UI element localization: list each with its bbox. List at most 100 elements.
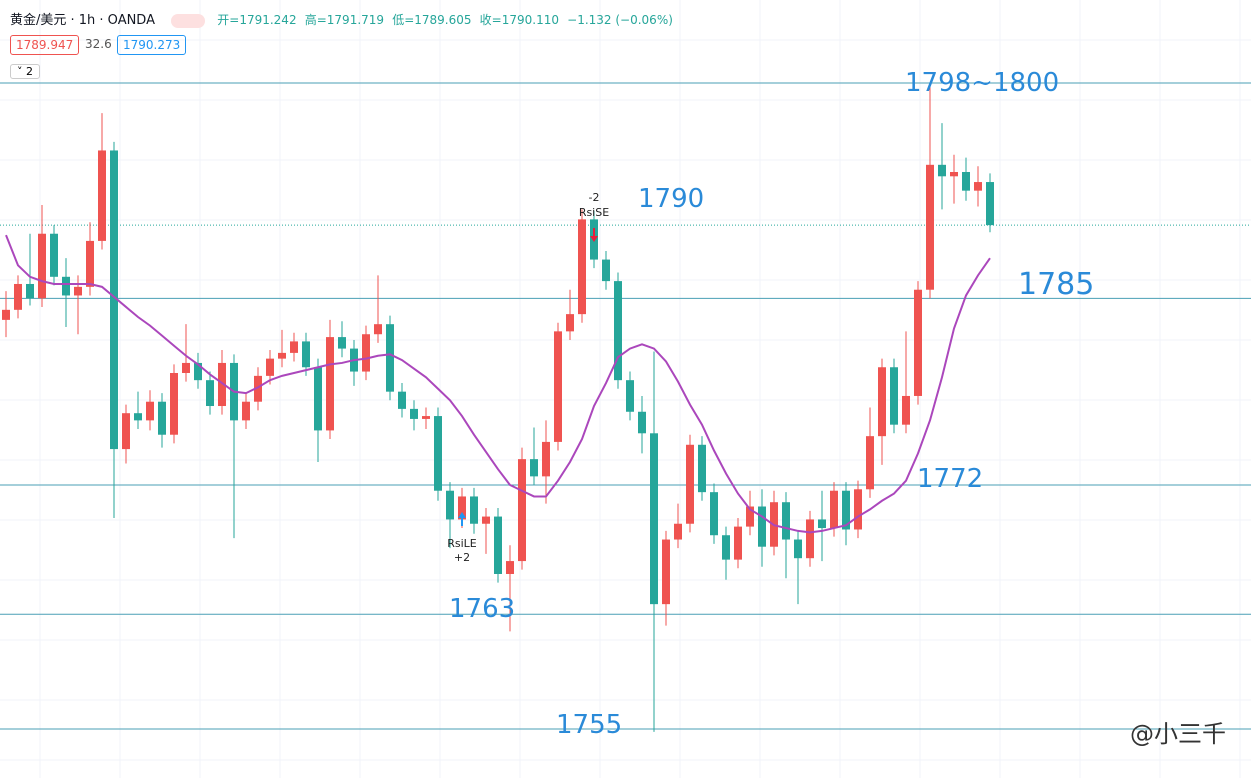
candle-body — [302, 341, 310, 368]
candle-body — [842, 490, 850, 530]
symbol: 黄金/美元 · 1h · OANDA — [10, 13, 155, 28]
candle-body — [242, 401, 250, 421]
candle-body — [182, 362, 190, 373]
candle-body — [50, 233, 58, 277]
candle-body — [434, 416, 442, 491]
spread: 32.6 — [85, 37, 112, 51]
candle-body — [338, 337, 346, 349]
status-pill[interactable] — [171, 13, 206, 28]
candle-body — [662, 539, 670, 605]
candle-body — [386, 324, 394, 392]
candle-body — [926, 164, 934, 290]
signal-label: RsiLE — [447, 537, 477, 550]
candle-body — [254, 375, 262, 402]
moving-average — [5, 234, 991, 534]
collapse-count: 2 — [26, 65, 33, 78]
candle-body — [14, 283, 22, 310]
candle-body — [158, 401, 166, 435]
candle-body — [818, 519, 826, 529]
candle-body — [530, 459, 538, 477]
candle-body — [2, 309, 10, 320]
candle-body — [722, 535, 730, 560]
ask[interactable]: 1790.273 — [117, 35, 187, 55]
candle-body — [854, 489, 862, 530]
candle-body — [422, 416, 430, 419]
level-annotation: 1755 — [556, 710, 622, 740]
candle-body — [362, 334, 370, 372]
candle-body — [326, 337, 334, 431]
candle-body — [410, 408, 418, 419]
ohlc-high: 高=1791.719 — [304, 13, 385, 27]
candle-body — [938, 164, 946, 177]
candle-body — [950, 171, 958, 177]
watermark: @小三千 — [1130, 720, 1226, 748]
level-annotation: 1798~1800 — [905, 68, 1059, 98]
candle-body — [830, 490, 838, 529]
candle-body — [794, 539, 802, 559]
collapse-button[interactable]: ˅ 2 — [10, 64, 40, 79]
candle-body — [86, 240, 94, 287]
candle-body — [482, 516, 490, 524]
candle-body — [782, 502, 790, 540]
candle-body — [446, 490, 454, 520]
candle-body — [962, 171, 970, 191]
candle-body — [134, 413, 142, 421]
level-annotation: 1772 — [917, 464, 983, 494]
candle-body — [470, 496, 478, 524]
candle-body — [506, 561, 514, 574]
candle-body — [698, 444, 706, 493]
signal-arrow — [458, 512, 466, 526]
candle-body — [602, 259, 610, 282]
candle-body — [26, 283, 34, 299]
signal-arrow — [590, 228, 598, 242]
candle-body — [458, 496, 466, 520]
ohlc-change: −1.132 (−0.06%) — [567, 13, 673, 27]
candle-body — [218, 362, 226, 407]
candle-body — [122, 413, 130, 450]
candle-body — [554, 331, 562, 442]
candle-body — [986, 182, 994, 226]
candle-body — [686, 444, 694, 524]
candle-body — [542, 441, 550, 477]
bid[interactable]: 1789.947 — [10, 35, 80, 55]
candle-body — [578, 219, 586, 315]
candle-body — [38, 233, 46, 299]
level-annotation: 1763 — [449, 594, 515, 624]
candle-body — [650, 433, 658, 605]
ohlc-low: 低=1789.605 — [392, 13, 472, 27]
candle-body — [866, 436, 874, 490]
candle-body — [146, 401, 154, 421]
candle-body — [110, 150, 118, 450]
candle-body — [278, 352, 286, 359]
candle-body — [758, 506, 766, 547]
candle-body — [746, 506, 754, 527]
candle-body — [638, 411, 646, 434]
candle-body — [170, 372, 178, 435]
candle-body — [314, 367, 322, 431]
candle-body — [518, 459, 526, 562]
candle-body — [206, 380, 214, 407]
signal-label: RsiSE — [579, 206, 609, 219]
level-annotation: 1790 — [638, 184, 704, 214]
candle-body — [914, 289, 922, 396]
candle-body — [494, 516, 502, 574]
signal-label: +2 — [454, 551, 470, 564]
ohlc-close: 收=1790.110 — [479, 13, 559, 27]
candle-body — [566, 314, 574, 332]
header: 黄金/美元 · 1h · OANDA 开=1791.242 高=1791.719… — [10, 9, 677, 28]
candle-body — [626, 380, 634, 412]
candle-body — [398, 391, 406, 409]
candle-body — [374, 324, 382, 335]
candle-body — [194, 362, 202, 381]
candle-body — [890, 367, 898, 425]
candle-body — [290, 341, 298, 353]
ohlc-open: 开=1791.242 — [217, 13, 297, 27]
candle-body — [266, 358, 274, 376]
candle-body — [614, 281, 622, 381]
candle-body — [734, 526, 742, 560]
candle-body — [74, 286, 82, 296]
candle-body — [878, 367, 886, 437]
candle-body — [674, 523, 682, 540]
